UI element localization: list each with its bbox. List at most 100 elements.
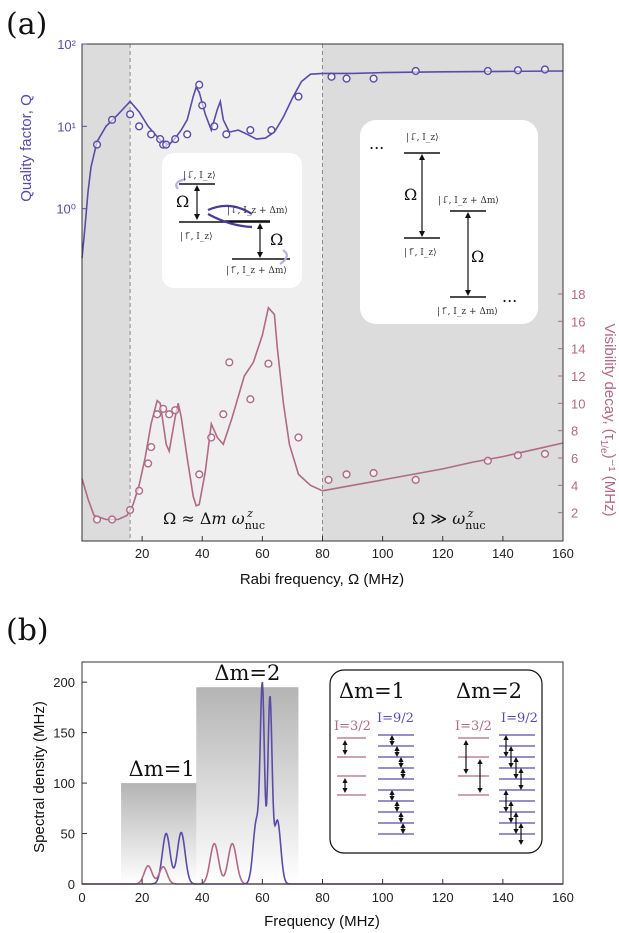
inset-b-arrow-head xyxy=(503,735,509,740)
inset-b-arrow-head xyxy=(463,769,469,774)
dm2-annotation: Δm=2 xyxy=(214,661,280,685)
y-tick-label-right-a: 2 xyxy=(571,506,578,521)
region-label-middle: Ω ≈ Δm ωnucz xyxy=(163,507,265,532)
inset-b-arrow-head xyxy=(518,823,524,828)
inset-b-arrow-head xyxy=(342,778,348,783)
panel-b-plot: Δm=1 Δm=2 0 20 40 60 80 100 120 140 160 0 50 100 150 2… xyxy=(53,661,574,905)
inset-b-arrow-head xyxy=(389,796,395,801)
inset-b-arrow-head xyxy=(513,812,519,817)
inset-b-arrow-head xyxy=(513,774,519,779)
inset-right-level-1: |↓̃, I_z⟩ xyxy=(406,132,439,143)
inset-b-arrow-head xyxy=(477,759,483,764)
y-tick-label-right-a: 10 xyxy=(571,396,585,411)
quality-factor-point xyxy=(294,92,303,101)
inset-left-omega-1: Ω xyxy=(176,192,189,211)
inset-b-arrow-head xyxy=(394,801,400,806)
inset-b-arrow-head xyxy=(398,818,404,823)
x-axis-label-a: Rabi frequency, Ω (MHz) xyxy=(240,571,404,588)
visibility-decay-point xyxy=(171,406,180,415)
inset-right-ellipsis-top: ... xyxy=(369,134,384,153)
inset-right-level-3: |↓̃, I_z + Δm⟩ xyxy=(438,195,499,206)
inset-b-arrow-head xyxy=(513,757,519,762)
inset-right: ... ... |↓̃, I_z⟩ |↑̃, I_z⟩ |↓̃, I_z + Δ… xyxy=(360,120,538,324)
y-tick-label-left-a: 10² xyxy=(57,37,76,52)
dm1-annotation: Δm=1 xyxy=(129,757,195,781)
visibility-decay-point xyxy=(324,475,333,484)
quality-factor-point xyxy=(92,140,102,149)
inset-b-label-large-2: I=9/2 xyxy=(501,711,538,726)
visibility-decay-point xyxy=(294,433,303,442)
inset-b-arrow-head xyxy=(389,735,395,740)
inset-left-level-3: |↓̃, I_z + Δm⟩ xyxy=(227,205,288,216)
inset-b-arrow-head xyxy=(508,801,514,806)
inset-b-arrow-head xyxy=(389,741,395,746)
x-tick-label-a: 140 xyxy=(492,546,514,561)
quality-factor-point xyxy=(183,130,192,139)
visibility-decay-point xyxy=(219,410,228,419)
quality-factor-fit-line xyxy=(81,70,564,259)
x-tick-label-b: 60 xyxy=(255,890,269,905)
quality-factor-point xyxy=(210,122,219,131)
visibility-decay-point xyxy=(147,442,156,452)
panel-b-label: (b) xyxy=(6,613,49,648)
y-tick-label-b: 0 xyxy=(68,877,75,892)
y-tick-label-b: 150 xyxy=(53,726,75,741)
inset-b-label-large-1: I=9/2 xyxy=(377,711,414,726)
inset-right-level-4: |↑̃, I_z + Δm⟩ xyxy=(437,306,498,317)
x-tick-label-b: 80 xyxy=(315,890,329,905)
quality-factor-point xyxy=(162,140,171,149)
inset-b-title-2: Δm=2 xyxy=(456,679,522,703)
region-dark-left xyxy=(82,44,131,541)
inset-b-arrow-head xyxy=(518,768,524,773)
y-axis-label-right-a: Visibility decay, (τ1/e)⁻¹ (MHz) xyxy=(598,323,618,516)
x-tick-label-b: 140 xyxy=(492,890,514,905)
inset-b-arrow-head xyxy=(463,740,469,745)
inset-b-arrow-head xyxy=(503,807,509,812)
y-tick-label-right-a: 12 xyxy=(571,369,585,384)
visibility-decay-point xyxy=(165,410,174,419)
inset-b-arrow-head xyxy=(342,740,348,745)
inset-left-level-2: |↑̃, I_z⟩ xyxy=(180,231,213,242)
inset-b-arrow-head xyxy=(503,752,509,757)
inset-b-arrow-head xyxy=(398,763,404,768)
quality-factor-point xyxy=(411,66,420,76)
x-tick-label-b: 120 xyxy=(432,890,454,905)
visibility-decay-point xyxy=(369,468,378,478)
inset-b-arrow-head xyxy=(342,788,348,793)
visibility-decay-point xyxy=(246,395,255,404)
y-tick-label-b: 200 xyxy=(53,675,75,690)
inset-left-omega-2: Ω xyxy=(270,230,283,249)
x-tick-label-a: 120 xyxy=(432,546,454,561)
quality-factor-point xyxy=(195,80,204,89)
x-tick-label-a: 100 xyxy=(372,546,394,561)
inset-b: Δm=1 Δm=2 I=3/2 I=9/2 I=3/2 I=9/2 xyxy=(329,669,543,854)
quality-factor-point xyxy=(483,66,492,76)
inset-b-arrow-head xyxy=(394,807,400,812)
inset-right-ellipsis-bottom: ... xyxy=(502,287,517,306)
quality-factor-point xyxy=(342,74,351,83)
inset-left: |↓̃, I_z⟩ |↑̃, I_z⟩ |↓̃, I_z + Δm⟩ |↑̃, … xyxy=(162,153,302,288)
inset-b-arrow-head xyxy=(394,752,400,757)
visibility-decay-point xyxy=(92,515,102,524)
visibility-decay-point xyxy=(411,475,420,484)
quality-factor-point xyxy=(135,122,144,131)
visibility-decay-point xyxy=(153,410,162,419)
inset-b-arrow-head xyxy=(503,790,509,795)
inset-right-omega-2: Ω xyxy=(471,247,484,266)
inset-b-arrow-head xyxy=(398,812,404,817)
quality-factor-point xyxy=(267,126,276,135)
y-tick-label-left-a: 10⁰ xyxy=(56,202,76,217)
inset-b-arrow-head xyxy=(518,785,524,790)
y-tick-label-right-a: 16 xyxy=(571,314,585,329)
x-tick-label-a: 160 xyxy=(552,546,574,561)
x-tick-label-b: 20 xyxy=(135,890,149,905)
x-tick-label-b: 40 xyxy=(195,890,209,905)
visibility-decay-point xyxy=(540,449,550,459)
visibility-decay-fit-line xyxy=(81,305,564,521)
x-tick-label-a: 60 xyxy=(255,546,269,561)
inset-b-arrow-head xyxy=(394,746,400,751)
inset-b-label-small-2: I=3/2 xyxy=(455,719,492,734)
inset-b-arrow-head xyxy=(508,818,514,823)
visibility-decay-point xyxy=(126,505,135,515)
